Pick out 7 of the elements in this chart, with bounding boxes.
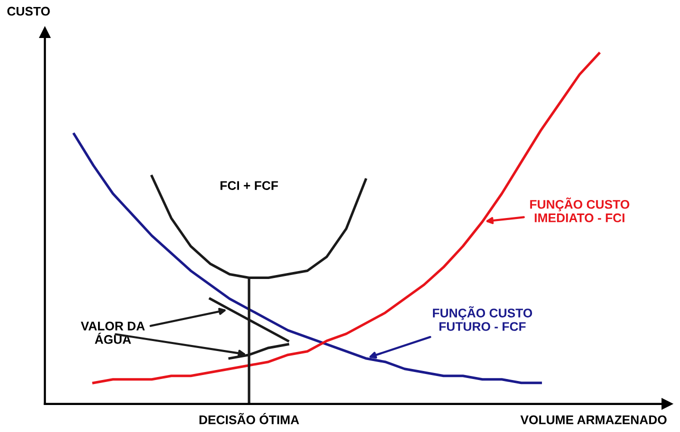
annotation: FUNÇÃO CUSTO IMEDIATO - FCI: [530, 198, 630, 222]
text: DECISÃO ÓTIMA: [200, 412, 300, 424]
x-axis-title: VOLUME ARMAZENADO: [520, 415, 667, 424]
annotation: FCI + FCF: [220, 181, 278, 190]
annotation: VALOR DA ÁGUA: [80, 322, 145, 344]
annotation: FUNÇÃO CUSTO FUTURO - FCF: [432, 306, 532, 331]
y-axis-title: CUSTO: [7, 6, 50, 16]
